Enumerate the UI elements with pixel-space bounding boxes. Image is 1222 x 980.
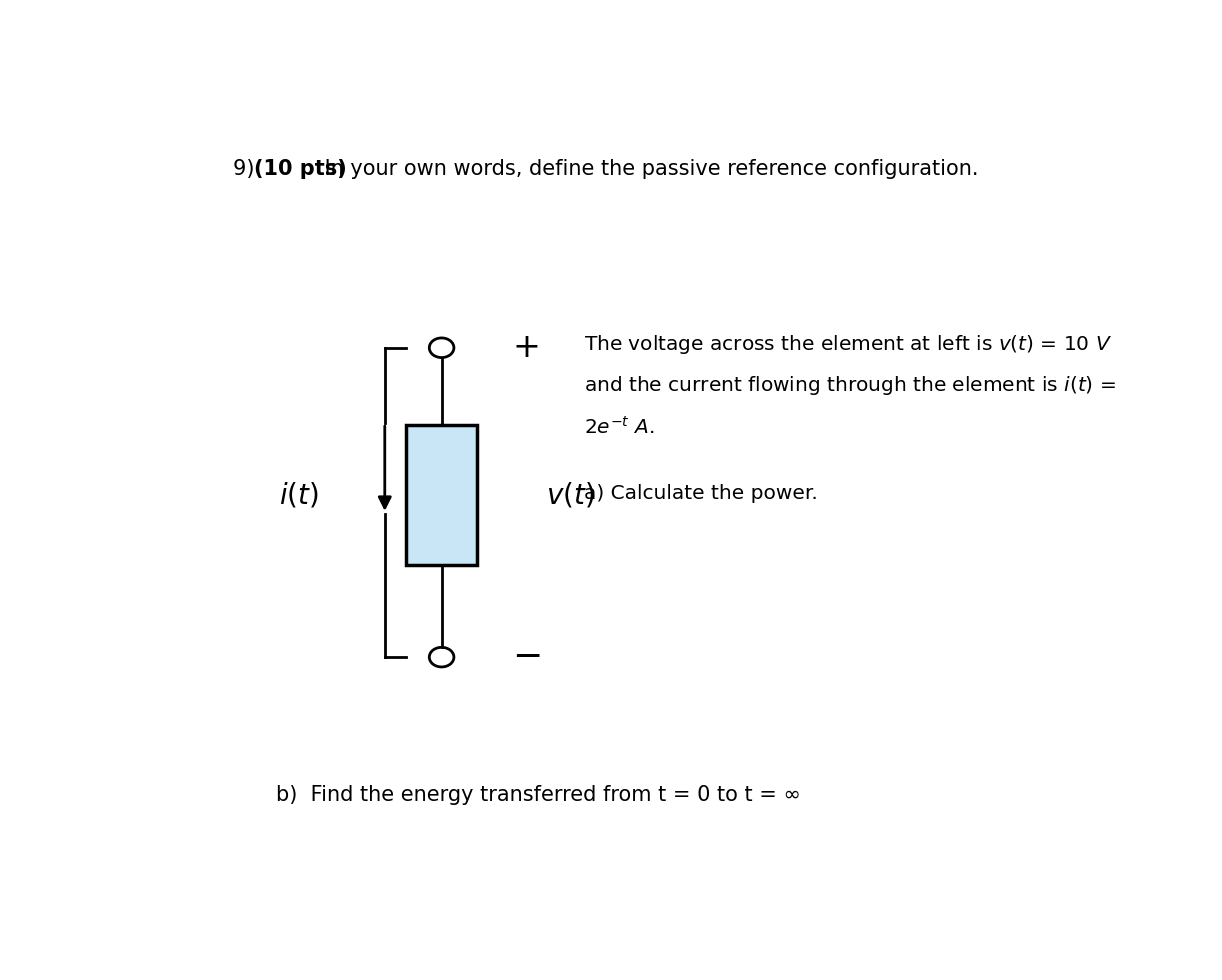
Text: In your own words, define the passive reference configuration.: In your own words, define the passive re… (318, 159, 978, 179)
Text: $\mathit{i}(t)$: $\mathit{i}(t)$ (279, 480, 319, 510)
Text: −: − (512, 640, 543, 674)
Text: $2e^{-t}$ $A$.: $2e^{-t}$ $A$. (584, 416, 654, 437)
Text: +: + (513, 331, 541, 365)
Text: The voltage across the element at left is $v(t)$ = 10 $V$: The voltage across the element at left i… (584, 332, 1112, 356)
Text: (10 pts): (10 pts) (254, 159, 347, 179)
Text: $\mathit{v}(t)$: $\mathit{v}(t)$ (546, 480, 594, 510)
Text: a) Calculate the power.: a) Calculate the power. (584, 483, 818, 503)
Text: and the current flowing through the element is $i(t)$ =: and the current flowing through the elem… (584, 374, 1116, 397)
Text: b)  Find the energy transferred from t = 0 to t = ∞: b) Find the energy transferred from t = … (276, 785, 800, 806)
Text: 9): 9) (233, 159, 268, 179)
Bar (406, 425, 477, 564)
